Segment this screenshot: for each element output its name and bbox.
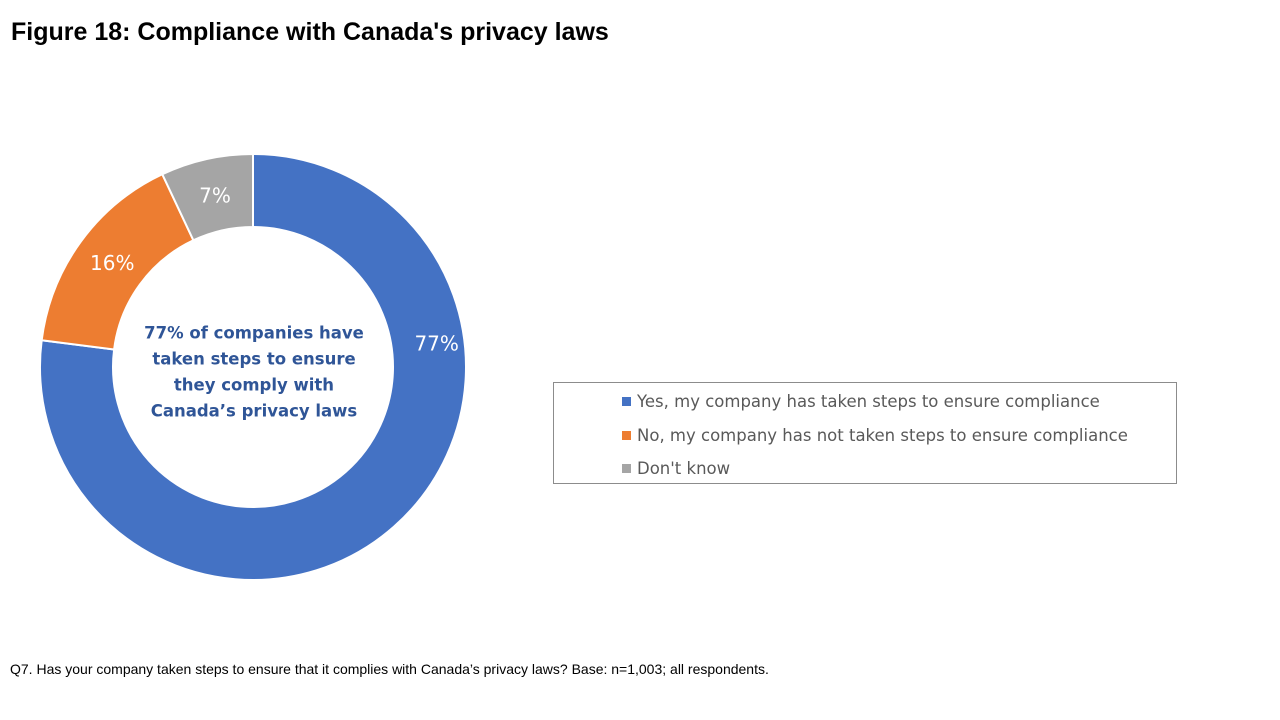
legend-item-dont-know: Don't know — [622, 457, 730, 479]
legend-label-dont-know: Don't know — [637, 458, 731, 478]
legend-swatch-yes — [622, 396, 631, 406]
center-annotation-line: they comply with — [174, 376, 334, 395]
data-label-dont-know: 7% — [199, 184, 231, 208]
center-annotation-line: taken steps to ensure — [152, 350, 355, 369]
center-annotation-line: Canada’s privacy laws — [151, 402, 358, 421]
center-annotation-line: 77% of companies have — [144, 324, 364, 343]
donut-chart: 77% 16% 7% 77% of companies have taken step… — [39, 152, 467, 581]
legend-label-no: No, my company has not taken steps to en… — [637, 425, 1128, 445]
donut-slice-yes — [39, 152, 467, 581]
legend-label-yes: Yes, my company has taken steps to ensur… — [637, 391, 1100, 411]
data-label-yes: 77% — [414, 331, 458, 355]
donut-slice-dont-know — [160, 152, 254, 242]
legend-item-yes: Yes, my company has taken steps to ensur… — [622, 390, 1100, 412]
chart-legend: Yes, my company has taken steps to ensur… — [553, 382, 1177, 484]
legend-swatch-no — [622, 430, 631, 440]
chart-title: Figure 18: Compliance with Canada's priv… — [11, 18, 609, 46]
legend-swatch-dont-know — [622, 463, 631, 473]
legend-item-no: No, my company has not taken steps to en… — [622, 424, 1128, 446]
data-label-no: 16% — [90, 251, 134, 275]
footnote: Q7. Has your company taken steps to ensu… — [10, 661, 769, 677]
